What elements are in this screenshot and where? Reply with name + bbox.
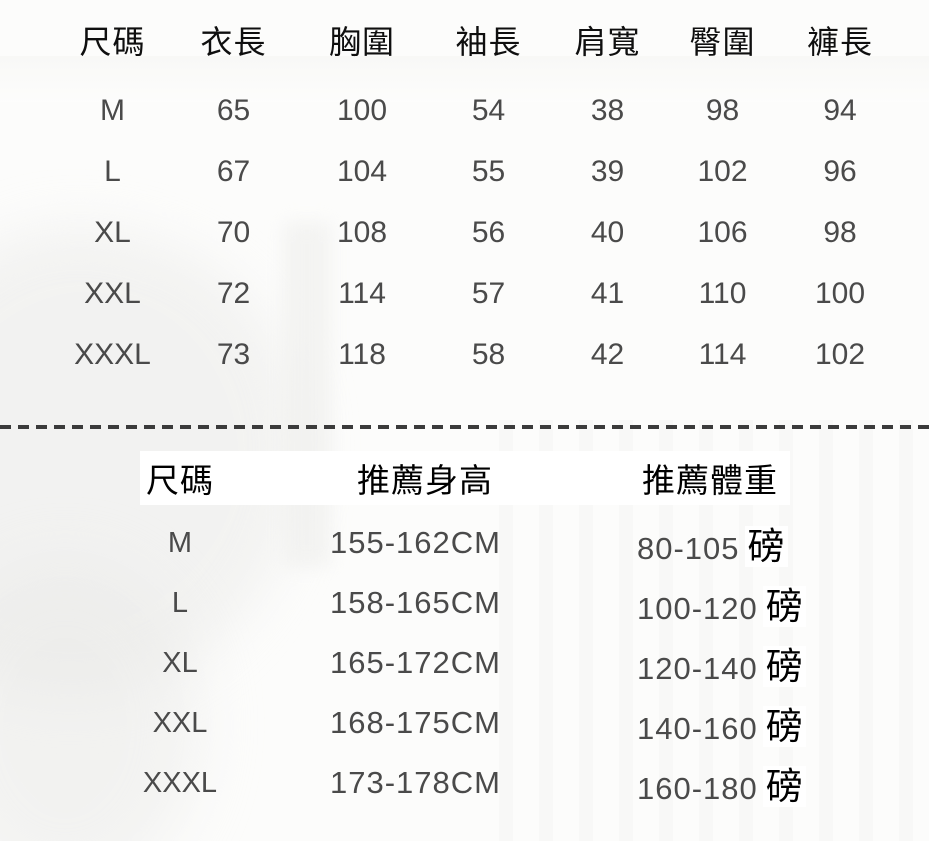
- size-label: M: [100, 93, 125, 127]
- dashed-divider: [0, 425, 929, 429]
- size-label: XL: [162, 646, 198, 679]
- cell-value: 42: [590, 337, 625, 371]
- weight-value: 120-140: [637, 651, 758, 686]
- height-range: 173-178CM: [330, 765, 501, 800]
- col-header-chest: 胸圍: [328, 24, 395, 60]
- measurement-table-header: 尺碼 衣長 胸圍 袖長 肩寬 臀圍 褲長: [55, 0, 929, 80]
- cell-value: 57: [471, 276, 506, 310]
- col-header-size: 尺碼: [79, 24, 146, 60]
- cell-value: 100: [336, 93, 388, 127]
- cell-value: 108: [336, 215, 388, 249]
- cell-value: 98: [823, 215, 857, 249]
- cell-value: 55: [471, 154, 506, 188]
- cell-value: 39: [590, 154, 625, 188]
- col-header-recommended-height: 推薦身高: [357, 462, 493, 499]
- size-label: XXXL: [142, 766, 218, 799]
- cell-value: 72: [216, 276, 251, 310]
- cell-value: 102: [814, 337, 866, 371]
- size-label: XL: [94, 215, 131, 249]
- table-row: XXXL 73 118 58 42 114 102: [55, 324, 929, 385]
- recommendation-table-header: 尺碼 推薦身高 推薦體重: [100, 451, 929, 505]
- cell-value: 40: [590, 215, 625, 249]
- col-header-garment-length: 衣長: [200, 24, 267, 60]
- size-label: XXL: [84, 276, 141, 310]
- size-label: L: [171, 586, 189, 619]
- weight-unit: 磅: [762, 706, 806, 747]
- table-row: L 67 104 55 39 102 96: [55, 141, 929, 202]
- col-header-size: 尺碼: [146, 462, 214, 499]
- table-row: L 158-165CM 100-120 磅: [100, 573, 929, 633]
- weight-unit: 磅: [762, 586, 806, 627]
- weight-unit: 磅: [762, 766, 806, 807]
- cell-value: 38: [590, 93, 625, 127]
- recommendation-table-body: M 155-162CM 80-105 磅 L 158-165CM 100-120 磅…: [0, 513, 929, 813]
- cell-value: 104: [336, 154, 388, 188]
- weight-range: 140-160 磅: [590, 696, 830, 750]
- cell-value: 65: [216, 93, 251, 127]
- height-range: 155-162CM: [330, 525, 501, 560]
- weight-value: 100-120: [637, 591, 758, 626]
- background-band: [0, 56, 929, 102]
- table-row: XXXL 173-178CM 160-180 磅: [100, 753, 929, 813]
- cell-value: 54: [471, 93, 506, 127]
- size-label: L: [104, 154, 121, 188]
- cell-value: 67: [216, 154, 251, 188]
- cell-value: 41: [590, 276, 625, 310]
- cell-value: 118: [338, 337, 386, 371]
- size-label: XXXL: [74, 337, 151, 371]
- height-range: 158-165CM: [330, 585, 501, 620]
- weight-value: 80-105: [637, 531, 740, 566]
- table-row: XL 165-172CM 120-140 磅: [100, 633, 929, 693]
- weight-unit: 磅: [762, 646, 806, 687]
- weight-range: 120-140 磅: [590, 636, 830, 690]
- col-header-sleeve-length: 袖長: [455, 24, 522, 60]
- cell-value: 70: [216, 215, 251, 249]
- weight-range: 80-105 磅: [590, 516, 830, 570]
- cell-value: 98: [705, 93, 740, 127]
- background-artwork: [283, 222, 331, 567]
- cell-value: 114: [338, 276, 386, 310]
- table-row: XXL 168-175CM 140-160 磅: [100, 693, 929, 753]
- size-label: XXL: [152, 706, 208, 739]
- col-header-pants-length: 褲長: [806, 24, 873, 60]
- cell-value: 73: [216, 337, 251, 371]
- measurement-table: 尺碼 衣長 胸圍 袖長 肩寬 臀圍 褲長 M 65 100 54 38 98 9…: [0, 0, 929, 385]
- table-row: XXL 72 114 57 41 110 100: [55, 263, 929, 324]
- weight-range: 160-180 磅: [590, 756, 830, 810]
- cell-value: 114: [698, 337, 747, 371]
- weight-range: 100-120 磅: [590, 576, 830, 630]
- cell-value: 58: [471, 337, 506, 371]
- height-range: 165-172CM: [330, 645, 501, 680]
- table-row: M 155-162CM 80-105 磅: [100, 513, 929, 573]
- weight-value: 160-180: [637, 771, 758, 806]
- table-row: M 65 100 54 38 98 94: [55, 80, 929, 141]
- recommendation-table: 尺碼 推薦身高 推薦體重 M 155-162CM 80-105 磅 L 158-1…: [0, 451, 929, 813]
- weight-unit: 磅: [744, 526, 788, 567]
- col-header-recommended-weight: 推薦體重: [642, 462, 778, 499]
- cell-value: 102: [697, 154, 748, 188]
- weight-value: 140-160: [637, 711, 758, 746]
- height-range: 168-175CM: [330, 705, 501, 740]
- size-label: M: [167, 526, 193, 559]
- cell-value: 100: [814, 276, 866, 310]
- cell-value: 56: [471, 215, 506, 249]
- header-background-bar: [140, 451, 790, 505]
- cell-value: 96: [823, 154, 857, 188]
- col-header-hip: 臀圍: [689, 24, 756, 60]
- cell-value: 106: [697, 215, 748, 249]
- col-header-shoulder-width: 肩寬: [574, 24, 641, 60]
- cell-value: 94: [823, 93, 857, 127]
- cell-value: 110: [698, 276, 747, 310]
- table-row: XL 70 108 56 40 106 98: [55, 202, 929, 263]
